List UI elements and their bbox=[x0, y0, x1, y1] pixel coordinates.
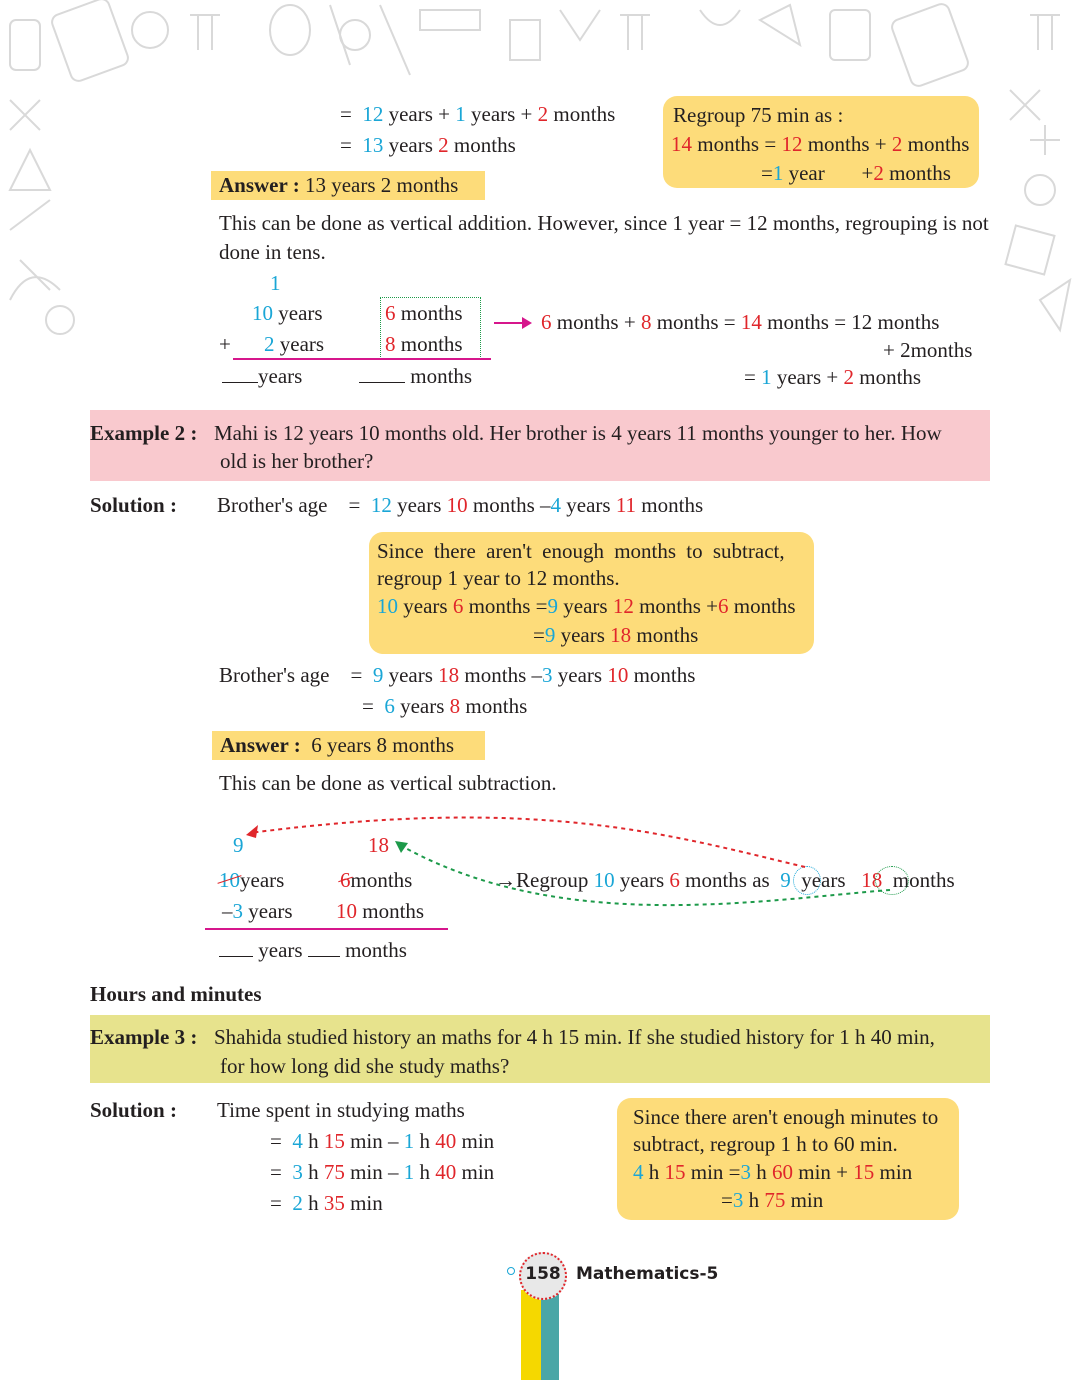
explanation-subtraction: This can be done as vertical subtraction… bbox=[219, 771, 557, 795]
page-number: 158 bbox=[525, 1264, 561, 1284]
brother-age-line-2: Brother's age = 9 years 18 months –3 yea… bbox=[219, 663, 696, 687]
sum-line-1: = 12 years + 1 years + 2 months bbox=[340, 102, 616, 126]
note-2-line-2: regroup 1 year to 12 months. bbox=[377, 566, 620, 590]
note-2-line-1: Since there aren't enough months to subt… bbox=[377, 539, 785, 563]
time-line-1: = 4 h 15 min – 1 h 40 min bbox=[270, 1129, 495, 1153]
page-number-badge bbox=[519, 1252, 567, 1300]
example-2-label: Example 2 : bbox=[90, 421, 198, 445]
circled-18 bbox=[875, 866, 909, 895]
sub-row-1-months: 6months bbox=[340, 866, 412, 895]
circled-9 bbox=[793, 866, 821, 895]
regroup-note-year: Since there aren't enough months to subt… bbox=[369, 532, 814, 654]
note-3-line-1: Since there aren't enough minutes to bbox=[633, 1105, 939, 1129]
footer-bar-teal bbox=[541, 1290, 559, 1380]
addition-rule-line bbox=[233, 358, 491, 360]
months-column-box bbox=[380, 297, 481, 359]
regroup-note-75: Regroup 75 min as : 14 months = 12 month… bbox=[663, 96, 979, 188]
note-line-1: 14 months = 12 months + 2 months bbox=[671, 132, 970, 156]
note-title: Regroup 75 min as : bbox=[673, 103, 844, 127]
example-3-question-1: Shahida studied history an maths for 4 h… bbox=[214, 1025, 935, 1049]
regroup-note-hour: Since there aren't enough minutes to sub… bbox=[617, 1098, 959, 1220]
time-line-2: = 3 h 75 min – 1 h 40 min bbox=[270, 1160, 495, 1184]
brother-age-line-1: Brother's age = 12 years 10 months –4 ye… bbox=[217, 493, 704, 517]
answer-box-2: Answer : 6 years 8 months bbox=[212, 731, 485, 760]
brother-age-line-3: = 6 years 8 months bbox=[362, 694, 528, 718]
arrow-icon bbox=[494, 317, 532, 329]
solution-label-3: Solution : bbox=[90, 1098, 177, 1122]
regroup-arrows bbox=[246, 816, 891, 907]
add-row-1-years: 10 years bbox=[252, 301, 323, 325]
months-sum-line-2: + 2months bbox=[883, 338, 973, 362]
example-3-label: Example 3 : bbox=[90, 1025, 198, 1049]
note-2-line-3: 10 years 6 months =9 years 12 months +6 … bbox=[377, 594, 796, 618]
add-row-2-years: 2 years bbox=[264, 332, 325, 356]
note-line-2: =1 year +2 months bbox=[761, 161, 951, 185]
note-2-line-4: =9 years 18 months bbox=[533, 623, 699, 647]
time-line-3: = 2 h 35 min bbox=[270, 1191, 383, 1215]
answer-label: Answer : bbox=[219, 173, 300, 197]
example-3-band bbox=[90, 1015, 990, 1083]
plus-sign: + bbox=[219, 332, 231, 356]
months-sum-line: 6 months + 8 months = 14 months = 12 mon… bbox=[541, 310, 940, 334]
example-2-question-1: Mahi is 12 years 10 months old. Her brot… bbox=[214, 421, 942, 445]
answer-box-1: Answer : 13 years 2 months bbox=[211, 171, 485, 200]
result-months-blank: months bbox=[359, 362, 472, 391]
note-3-line-4: =3 h 75 min bbox=[721, 1188, 824, 1212]
add-row-2-months: 8 months bbox=[385, 332, 463, 356]
explanation-addition: This can be done as vertical addition. H… bbox=[219, 211, 989, 264]
months-sum-line-3: = 1 years + 2 months bbox=[744, 365, 922, 389]
solution-label-2: Solution : bbox=[90, 493, 177, 517]
footer-bar-yellow bbox=[521, 1290, 541, 1380]
example-3-question-2: for how long did she study maths? bbox=[220, 1054, 510, 1078]
sub-row-2-years: –3 years bbox=[222, 899, 293, 923]
sum-line-2: = 13 years 2 months bbox=[340, 133, 516, 157]
section-heading-hours: Hours and minutes bbox=[90, 982, 262, 1006]
book-title: Mathematics-5 bbox=[576, 1264, 719, 1284]
sub-row-2-months: 10 months bbox=[336, 899, 425, 923]
footer-dot-icon bbox=[507, 1267, 515, 1275]
result-years-blank: years bbox=[222, 362, 302, 391]
borrow-months: 18 bbox=[368, 833, 389, 857]
example-2-question-2: old is her brother? bbox=[220, 449, 374, 473]
answer-label: Answer : bbox=[220, 733, 301, 757]
note-3-line-2: subtract, regroup 1 h to 60 min. bbox=[633, 1132, 898, 1156]
example-2-band bbox=[90, 410, 990, 481]
subtraction-rule-line bbox=[205, 928, 448, 930]
answer-value: 13 years 2 months bbox=[304, 173, 459, 197]
carry-digit: 1 bbox=[270, 271, 281, 295]
add-row-1-months: 6 months bbox=[385, 301, 463, 325]
sub-row-1-years: 10years bbox=[219, 866, 284, 895]
answer-value: 6 years 8 months bbox=[311, 733, 455, 757]
note-3-line-3: 4 h 15 min =3 h 60 min + 15 min bbox=[633, 1160, 913, 1184]
time-line-0: Time spent in studying maths bbox=[217, 1098, 465, 1122]
sub-result-blanks: years months bbox=[219, 936, 407, 965]
math-doodle-background bbox=[8, 0, 1072, 335]
borrow-years: 9 bbox=[233, 833, 244, 857]
